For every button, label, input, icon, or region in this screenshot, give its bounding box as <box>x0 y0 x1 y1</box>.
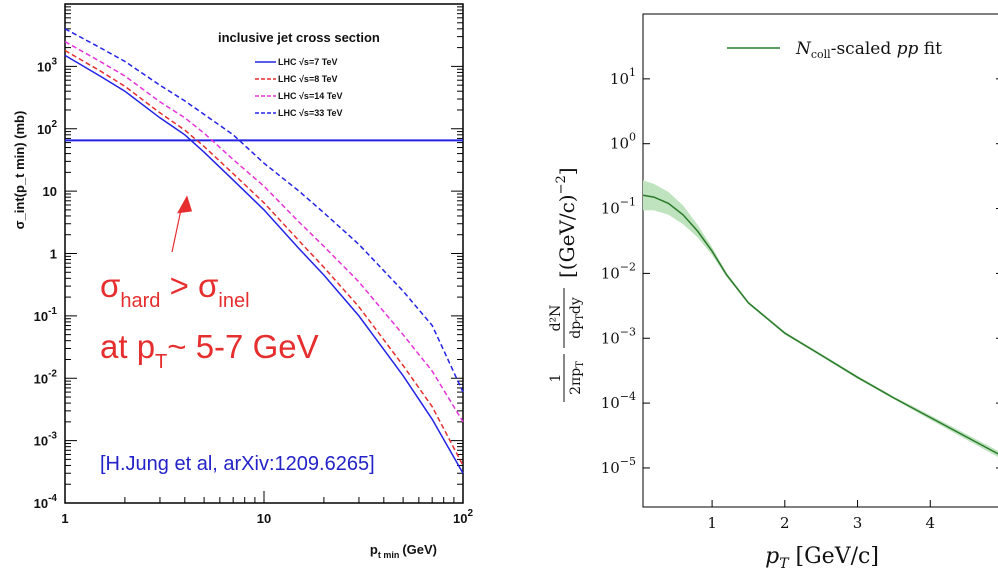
right-legend-label: Ncoll-scaled pp fit <box>795 39 942 61</box>
right-y-tick-label: 10−4 <box>601 390 636 412</box>
left-legend-label: LHC √s=33 TeV <box>278 108 343 118</box>
right-y-tick-label: 10−3 <box>601 325 636 347</box>
svg-text:[(GeV/c)−2]: [(GeV/c)−2] <box>554 167 579 278</box>
svg-text:d²N: d²N <box>548 305 564 332</box>
left-series-line-0 <box>64 54 464 474</box>
left-legend: LHC √s=7 TeV LHC √s=8 TeV LHC √s=14 TeV LHC… <box>255 57 343 118</box>
left-y-tick-label: 10-1 <box>34 306 58 324</box>
right-legend: Ncoll-scaled pp fit <box>727 39 942 61</box>
left-x-tick-label: 1 <box>61 511 68 526</box>
left-y-tick-label: 102 <box>37 119 57 137</box>
svg-text:dpTdy: dpTdy <box>568 297 586 339</box>
left-y-tick-label: 103 <box>37 56 57 74</box>
right-x-axis-label: pT [GeV/c] <box>765 544 879 572</box>
left-series-line-2 <box>64 40 464 423</box>
right-x-tick-label: 4 <box>925 514 935 532</box>
left-y-tick-label: 1 <box>50 247 57 262</box>
right-y-tick-label: 10−2 <box>601 260 636 282</box>
annotation-reference: [H.Jung et al, arXiv:1209.6265] <box>100 453 375 475</box>
svg-text:2πpT: 2πpT <box>568 361 586 395</box>
right-plot-frame <box>642 13 998 508</box>
left-x-tick-label: 102 <box>453 508 473 526</box>
annotation-sigma-hard: σhard > σinel <box>100 267 250 312</box>
left-x-tick-label: 10 <box>257 511 271 526</box>
right-y-tick-label: 10−5 <box>601 455 636 477</box>
right-series-line <box>642 194 998 455</box>
left-series-line-3 <box>64 28 464 393</box>
left-legend-label: LHC √s=7 TeV <box>278 57 338 67</box>
left-legend-label: LHC √s=14 TeV <box>278 91 343 101</box>
left-legend-label: LHC √s=8 TeV <box>278 74 338 84</box>
left-x-axis-label: pt min (GeV) <box>370 542 437 560</box>
right-uncertainty-band <box>643 180 998 457</box>
left-y-tick-label: 10-2 <box>34 368 58 386</box>
left-y-tick-label: 10 <box>43 184 57 199</box>
right-x-tick-label: 2 <box>780 514 790 532</box>
annotation-arrow-head <box>177 195 193 214</box>
right-y-tick-label: 10−1 <box>601 196 636 218</box>
left-chart-title: inclusive jet cross section <box>218 30 380 45</box>
left-y-tick-label: 10-4 <box>34 493 58 511</box>
right-x-tick-label: 3 <box>853 514 863 532</box>
left-y-tick-label: 10-3 <box>34 431 58 449</box>
right-x-tick-label: 1 <box>707 514 717 532</box>
svg-text:1: 1 <box>548 374 564 383</box>
annotation-pt-range: at pT~ 5-7 GeV <box>100 328 319 373</box>
right-y-tick-label: 101 <box>610 66 636 88</box>
right-y-tick-label: 100 <box>610 131 636 153</box>
right-y-axis-label: 1 2πpT d²N dpTdy [(GeV/c)−2] <box>548 167 586 402</box>
left-y-axis-label: σ_int(p_t min) (mb) <box>12 111 27 230</box>
annotation-arrow <box>171 209 182 253</box>
